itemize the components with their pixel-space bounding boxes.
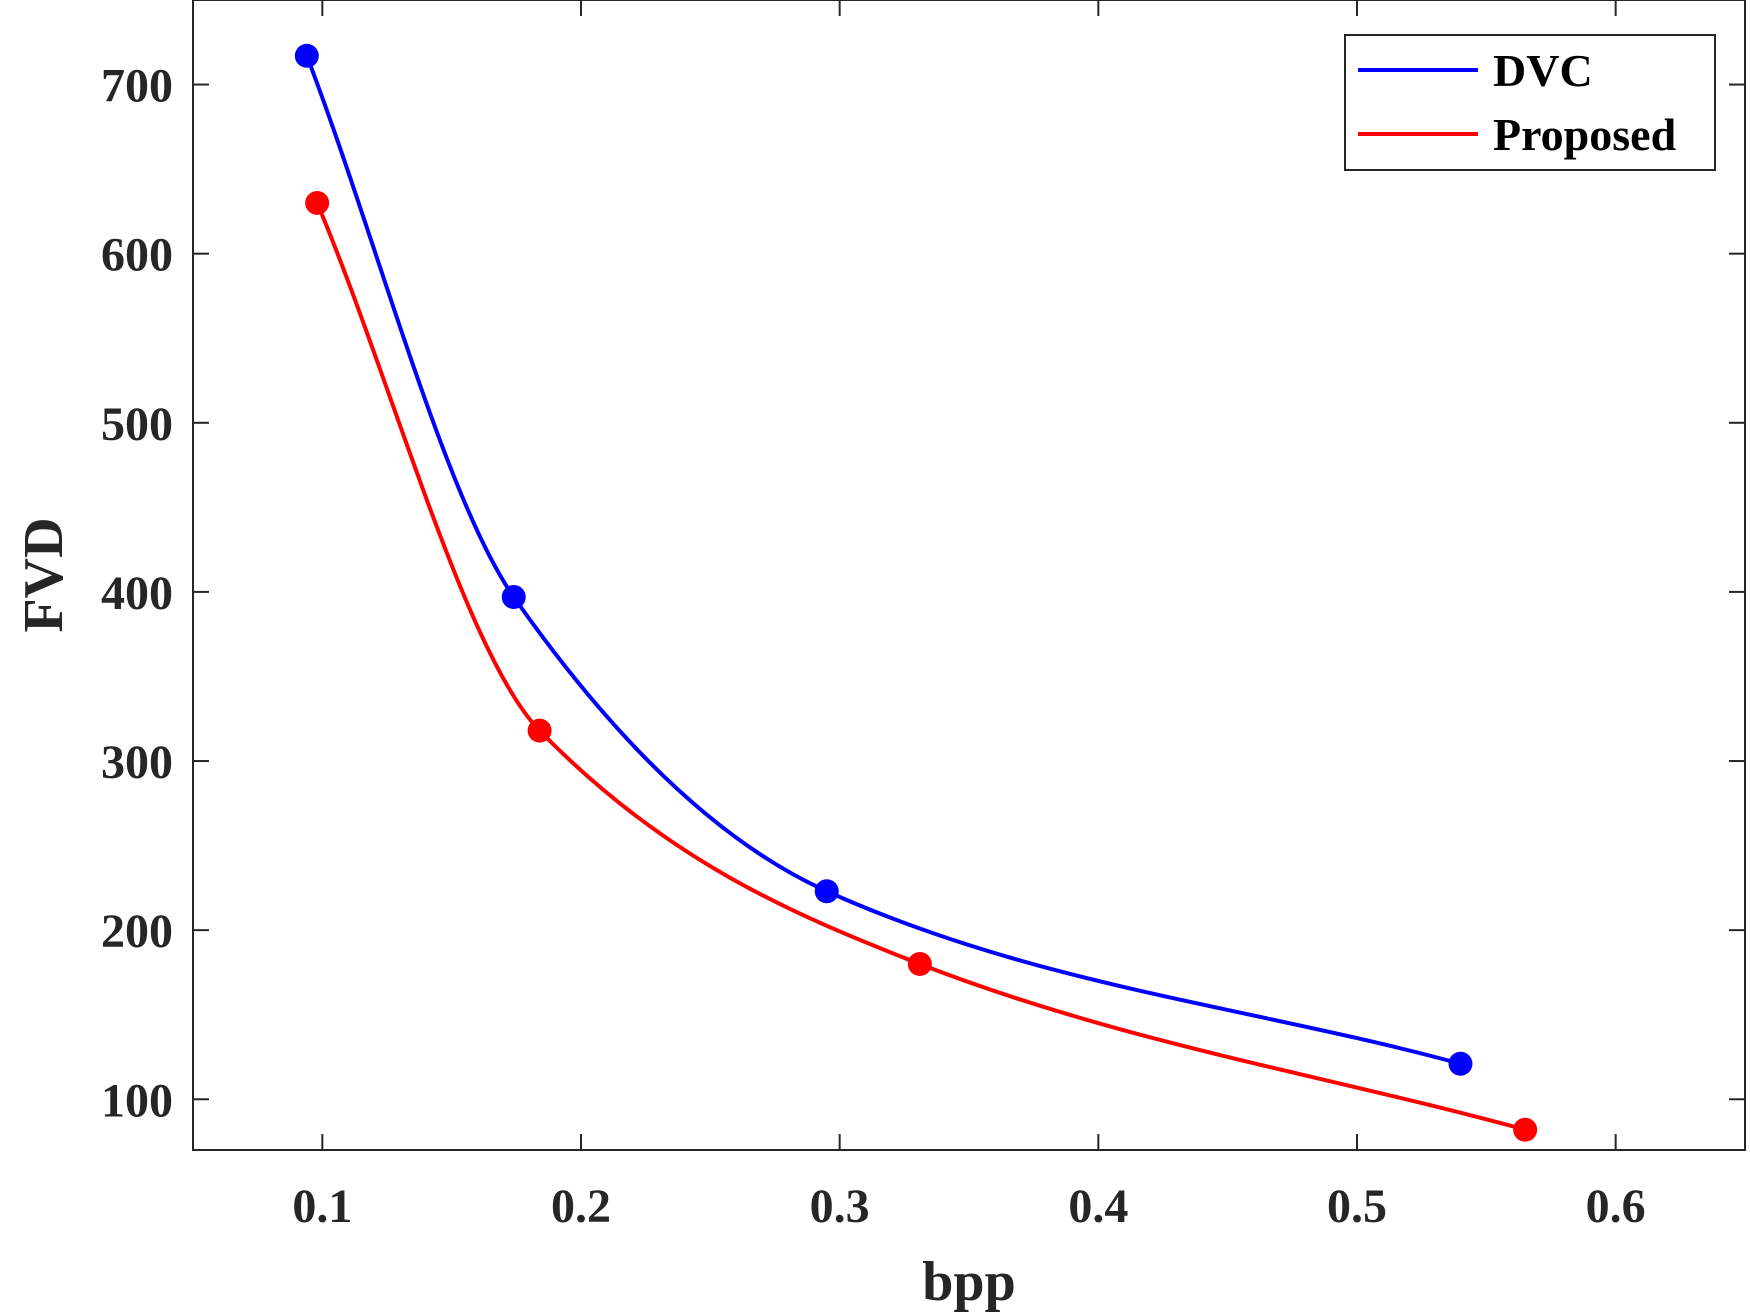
y-tick-label: 700 — [101, 60, 173, 113]
x-axis-ticks: 0.1 0.2 0.3 0.4 0.5 0.6 — [292, 0, 1646, 1233]
y-axis-ticks: 100 200 300 400 500 600 700 — [101, 60, 1745, 1127]
data-point-proposed — [1513, 1117, 1538, 1142]
x-tick-label: 0.5 — [1327, 1180, 1387, 1233]
y-tick-label: 400 — [101, 567, 173, 620]
legend-label-dvc: DVC — [1493, 45, 1593, 96]
legend: DVC Proposed — [1344, 34, 1716, 171]
y-axis-label: FVD — [13, 517, 75, 632]
y-tick-label: 200 — [101, 905, 173, 958]
y-tick-label: 100 — [101, 1074, 173, 1127]
x-tick-label: 0.1 — [292, 1180, 352, 1233]
data-point-proposed — [305, 190, 330, 215]
legend-label-proposed: Proposed — [1493, 109, 1677, 160]
series-line-dvc — [304, 55, 1461, 1066]
x-tick-label: 0.3 — [810, 1180, 870, 1233]
y-tick-label: 600 — [101, 229, 173, 282]
data-point-proposed — [907, 951, 932, 976]
legend-box — [1344, 34, 1716, 171]
data-point-proposed — [527, 718, 552, 743]
y-tick-label: 500 — [101, 398, 173, 451]
x-tick-label: 0.2 — [551, 1180, 611, 1233]
data-point-dvc — [501, 584, 526, 609]
x-tick-label: 0.4 — [1068, 1180, 1128, 1233]
data-point-dvc — [294, 43, 319, 68]
series-layer — [294, 43, 1538, 1142]
x-axis-label: bpp — [922, 1251, 1015, 1313]
plot-area — [192, 0, 1746, 1151]
data-point-dvc — [814, 879, 839, 904]
data-point-dvc — [1448, 1051, 1473, 1076]
y-tick-label: 300 — [101, 736, 173, 789]
x-tick-label: 0.6 — [1586, 1180, 1646, 1233]
series-line-proposed — [315, 202, 1526, 1132]
